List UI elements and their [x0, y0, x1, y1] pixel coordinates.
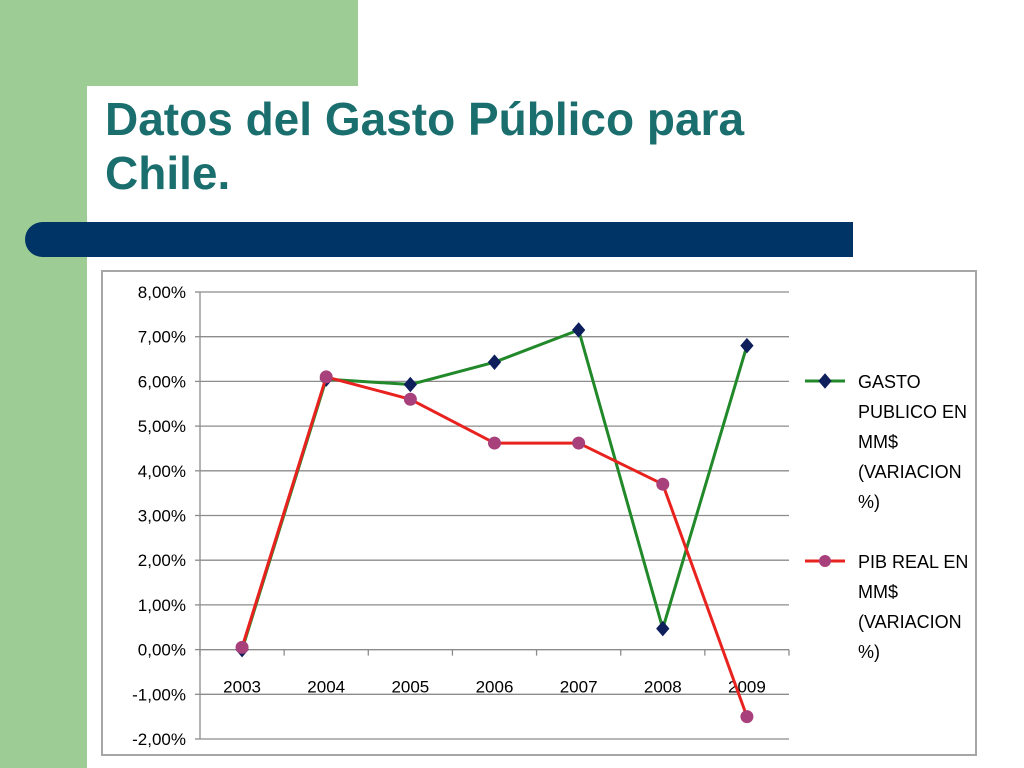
data-point-diamond [571, 322, 586, 338]
y-tick-label: -1,00% [132, 685, 186, 704]
legend-item-pib: PIB REAL EN MM$ (VARIACION %) [803, 547, 973, 667]
legend-marker-diamond-icon [805, 373, 845, 389]
data-point-diamond [656, 620, 670, 637]
legend: GASTO PUBLICO EN MM$ (VARIACION %) PIB R… [803, 367, 973, 667]
x-tick-label: 2007 [560, 678, 598, 697]
y-tick-label: -2,00% [132, 730, 186, 749]
data-point-circle [740, 710, 754, 724]
legend-label-pib: PIB REAL EN MM$ (VARIACION %) [858, 552, 969, 662]
data-point-circle [488, 436, 501, 450]
y-tick-label: 1,00% [138, 596, 186, 615]
title-underline-bar [25, 222, 853, 257]
slide-title: Datos del Gasto Público para Chile. [105, 93, 745, 199]
x-tick-label: 2004 [307, 678, 345, 697]
y-tick-label: 6,00% [138, 372, 186, 391]
data-point-circle [656, 477, 670, 491]
data-point-diamond [403, 376, 418, 393]
y-tick-label: 5,00% [138, 417, 186, 436]
data-point-circle [572, 436, 586, 450]
data-point-circle [235, 640, 249, 654]
x-tick-label: 2006 [476, 678, 514, 697]
sidebar-decoration [0, 0, 87, 768]
legend-item-gasto: GASTO PUBLICO EN MM$ (VARIACION %) [803, 367, 973, 517]
x-tick-label: 2005 [391, 678, 429, 697]
chart-frame: 8,00% 7,00% 6,00% 5,00% 4,00% 3,00% 2,00% 1,00%… [101, 270, 977, 756]
data-point-circle [403, 392, 417, 406]
x-tick-label: 2008 [644, 678, 682, 697]
line-chart: 8,00% 7,00% 6,00% 5,00% 4,00% 3,00% 2,00% 1,00%… [132, 283, 790, 749]
x-tick-label: 2003 [223, 678, 261, 697]
top-decoration [0, 0, 358, 86]
y-tick-label: 3,00% [138, 507, 186, 526]
y-tick-label: 8,00% [138, 283, 186, 302]
legend-label-gasto: GASTO PUBLICO EN MM$ (VARIACION %) [858, 372, 968, 512]
y-tick-label: 7,00% [138, 328, 186, 347]
title-panel [87, 86, 1024, 226]
data-point-diamond [740, 337, 754, 354]
series-line-1 [240, 328, 749, 651]
data-point-circle [319, 370, 333, 384]
series-line-2 [240, 375, 749, 718]
legend-marker-circle-icon [805, 555, 845, 567]
y-tick-label: 2,00% [138, 551, 186, 570]
y-tick-label: 0,00% [138, 641, 186, 660]
data-point-diamond [487, 354, 502, 370]
y-tick-label: 4,00% [138, 462, 186, 481]
